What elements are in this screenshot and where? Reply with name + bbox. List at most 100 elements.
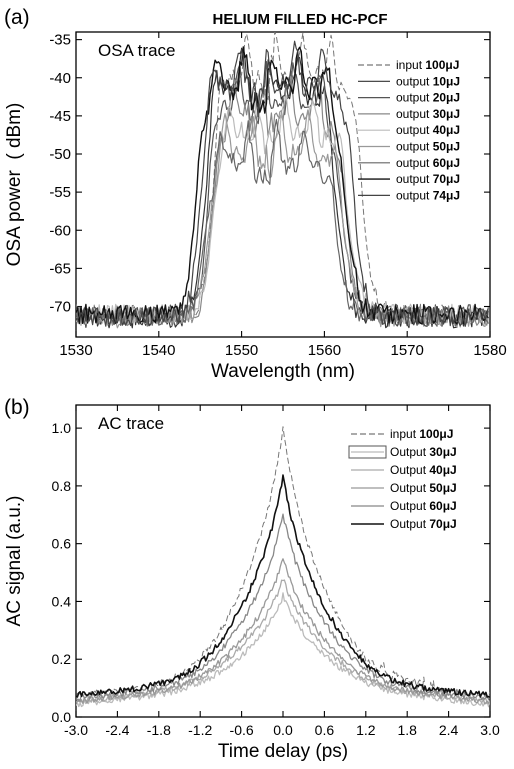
x-tick-label: -0.6 [230,722,254,738]
y-tick-label: -55 [49,184,71,201]
legend-entry-energy: 70μJ [429,517,456,531]
legend-entry-prefix: Output [390,499,429,513]
legend-entry-energy: 20μJ [433,91,460,105]
legend-entry-energy: 50μJ [429,481,456,495]
legend-entry-prefix: input [396,58,425,72]
series-line [76,40,489,327]
y-tick-label: 0.2 [52,651,72,667]
y-tick-label: -45 [49,108,71,125]
figure-title: HELIUM FILLED HC-PCF [213,11,388,28]
plot-frame [75,31,491,338]
x-tick-label: 1530 [59,342,92,359]
x-tick-label: 1.2 [356,722,376,738]
y-tick-label: -60 [49,222,71,239]
y-tick-label: -65 [49,260,71,277]
series-line [76,558,490,705]
panel-b: -3.0 -2.4 -1.8 -1.2 -0.6 0.0 0.6 1.2 1.8 2.4 3.0 0.… [4,396,500,762]
plot-annotation: AC trace [98,414,164,433]
series-line [76,474,490,698]
legend-entry-energy: 30μJ [433,107,460,121]
y-tick-label: 0.4 [52,593,72,609]
legend-entry-prefix: Output [390,481,429,495]
series-group [76,32,489,329]
series-line [76,592,490,708]
series-group [76,426,490,708]
legend-entry-prefix: Output [390,517,429,531]
legend-entry: output 50μJ [396,140,460,154]
panel-a: 1530 1540 1550 1560 1570 1580 -35 -40 -45 -50 -55 -… [4,6,507,382]
legend-entry-energy: 60μJ [429,499,456,513]
legend-entry: Output 50μJ [390,481,457,495]
x-tick-label: -2.4 [105,722,129,738]
legend-entry-prefix: Output [390,445,429,459]
x-tick-label: 1540 [142,342,175,359]
x-tick-label: 1560 [308,342,341,359]
legend-swatch-box [348,445,387,459]
x-tick-label: 1580 [473,342,506,359]
series-line [76,513,490,701]
legend-entry-prefix: output [396,156,433,170]
x-axis-label: Time delay (ps) [218,741,348,762]
legend-entry: output 10μJ [396,74,460,88]
y-axis-label: OSA power ( dBm) [4,103,25,267]
x-axis-label: Wavelength (nm) [211,361,355,382]
x-tick-label: 1570 [391,342,424,359]
panel-label: (b) [4,396,30,419]
x-tick-label: 1.8 [397,722,417,738]
legend-entry: output 20μJ [396,91,460,105]
x-tick-label: 2.4 [439,722,459,738]
legend-entry: Output 30μJ [390,445,457,459]
legend-entry: input 100μJ [396,58,459,72]
legend-entry-prefix: output [396,91,433,105]
y-tick-label: 0.8 [52,478,72,494]
legend-entry: output 70μJ [396,172,460,186]
panel-label: (a) [4,6,30,29]
plot-annotation: OSA trace [98,41,175,60]
legend-entry-prefix: output [396,140,433,154]
legend-entry-energy: 60μJ [433,156,460,170]
legend-entry: Output 70μJ [390,517,457,531]
legend-entry-energy: 10μJ [433,74,460,88]
x-tick-label: 3.0 [480,722,500,738]
y-axis-label: AC signal (a.u.) [4,496,25,627]
legend-entry: Output 60μJ [390,499,457,513]
x-tick-label: -1.2 [188,722,212,738]
legend-entry-prefix: output [396,172,433,186]
y-tick-label: -70 [49,299,71,316]
legend-entry: Output 40μJ [390,463,457,477]
legend-entry-prefix: output [396,107,433,121]
legend-entry-energy: 100μJ [419,427,453,441]
legend-entry: output 60μJ [396,156,460,170]
legend-entry-energy: 30μJ [429,445,456,459]
legend-entry-prefix: output [396,123,433,137]
legend-entry-energy: 40μJ [429,463,456,477]
x-tick-label: 1550 [225,342,258,359]
y-tick-label: -35 [49,32,71,49]
legend-entry: output 40μJ [396,123,460,137]
legend-entry-prefix: output [396,188,433,202]
y-tick-label: -50 [49,146,71,163]
series-line [76,579,490,705]
legend-entry: output 74μJ [396,188,460,202]
legend-entry-energy: 70μJ [433,172,460,186]
legend-entry-prefix: Output [390,463,429,477]
legend-entry-prefix: output [396,74,433,88]
x-tick-label: -3.0 [64,722,88,738]
y-tick-label: 0.6 [52,536,72,552]
series-line [76,46,489,325]
legend-entry: input 100μJ [390,427,453,441]
legend-entry-energy: 74μJ [433,188,460,202]
legend-entry: output 30μJ [396,107,460,121]
x-tick-label: -1.8 [147,722,171,738]
series-line [76,118,489,327]
x-tick-label: 0.6 [315,722,335,738]
legend-entry-energy: 100μJ [425,58,459,72]
y-tick-label: 0.0 [52,709,72,725]
x-tick-label: 0.0 [273,722,293,738]
legend-entry-prefix: input [390,427,419,441]
y-tick-label: -40 [49,70,71,87]
legend-entry-energy: 50μJ [433,140,460,154]
legend-entry-energy: 40μJ [433,123,460,137]
y-tick-label: 1.0 [52,420,72,436]
